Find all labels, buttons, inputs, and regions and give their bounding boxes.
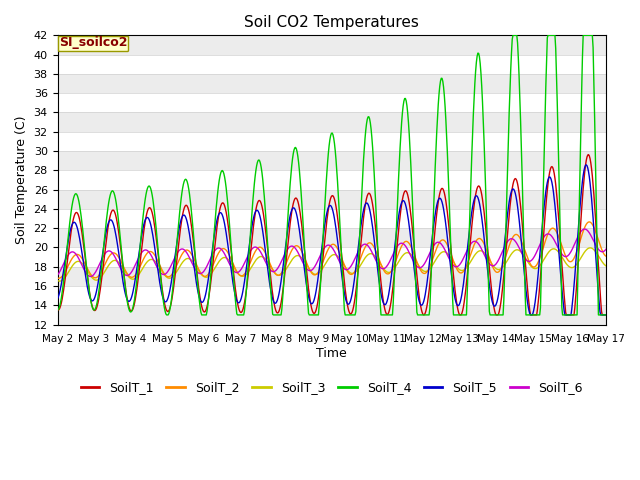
SoilT_3 (602, 263, 610, 269)
SoilT_2 (399, 240, 407, 246)
SoilT_5 (54, 296, 61, 301)
SoilT_5 (205, 275, 212, 280)
SoilT_2 (54, 275, 61, 281)
SoilT_2 (415, 264, 423, 270)
SoilT_4 (163, 312, 170, 318)
Line: SoilT_2: SoilT_2 (58, 222, 606, 278)
SoilT_1 (399, 197, 406, 203)
SoilT_6 (581, 226, 589, 232)
SoilT_1 (420, 312, 428, 318)
SoilT_2 (54, 276, 62, 281)
Bar (58, 305, 606, 324)
SoilT_2 (65, 263, 72, 269)
SoilT_6 (177, 247, 184, 252)
SoilT_4 (120, 272, 128, 277)
SoilT_3 (415, 264, 423, 269)
SoilT_5 (527, 312, 534, 318)
SoilT_6 (86, 274, 94, 279)
Bar (58, 74, 606, 93)
SoilT_5 (415, 295, 422, 301)
Bar (58, 36, 606, 55)
Bar (58, 151, 606, 170)
Bar (58, 228, 606, 247)
SoilT_6 (63, 253, 71, 259)
Y-axis label: Soil Temperature (C): Soil Temperature (C) (15, 116, 28, 244)
SoilT_4 (399, 103, 407, 109)
SoilT_3 (56, 278, 63, 284)
Line: SoilT_5: SoilT_5 (58, 165, 606, 315)
SoilT_4 (205, 288, 213, 294)
SoilT_5 (176, 223, 184, 229)
SoilT_5 (602, 312, 610, 318)
SoilT_1 (415, 287, 422, 293)
SoilT_1 (120, 273, 128, 278)
SoilT_1 (54, 307, 61, 313)
SoilT_3 (586, 245, 594, 251)
SoilT_4 (63, 241, 71, 247)
SoilT_1 (602, 312, 610, 318)
SoilT_5 (63, 242, 71, 248)
SoilT_6 (415, 265, 423, 271)
Title: Soil CO2 Temperatures: Soil CO2 Temperatures (244, 15, 419, 30)
Line: SoilT_6: SoilT_6 (58, 229, 606, 276)
SoilT_6 (399, 241, 407, 247)
SoilT_4 (415, 312, 423, 318)
SoilT_2 (602, 253, 610, 259)
SoilT_2 (121, 266, 129, 272)
SoilT_4 (509, 33, 517, 38)
SoilT_4 (54, 307, 61, 313)
Legend: SoilT_1, SoilT_2, SoilT_3, SoilT_4, SoilT_5, SoilT_6: SoilT_1, SoilT_2, SoilT_3, SoilT_4, Soil… (76, 376, 588, 399)
SoilT_4 (602, 312, 610, 318)
SoilT_6 (54, 272, 61, 278)
Line: SoilT_3: SoilT_3 (58, 248, 606, 281)
SoilT_1 (63, 257, 71, 263)
SoilT_1 (176, 233, 184, 239)
SoilT_6 (205, 258, 213, 264)
X-axis label: Time: Time (316, 347, 347, 360)
SoilT_3 (65, 270, 72, 276)
SoilT_1 (585, 152, 593, 157)
SoilT_4 (177, 203, 184, 208)
SoilT_3 (177, 263, 184, 268)
Bar (58, 112, 606, 132)
SoilT_5 (399, 198, 406, 204)
SoilT_2 (586, 219, 593, 225)
SoilT_2 (205, 270, 213, 276)
Bar (58, 190, 606, 209)
SoilT_1 (205, 296, 212, 301)
SoilT_3 (54, 277, 61, 283)
Line: SoilT_4: SoilT_4 (58, 36, 606, 315)
SoilT_5 (582, 162, 590, 168)
SoilT_6 (602, 246, 610, 252)
SoilT_5 (120, 284, 128, 290)
Bar (58, 267, 606, 286)
SoilT_3 (205, 273, 213, 278)
Line: SoilT_1: SoilT_1 (58, 155, 606, 315)
SoilT_2 (177, 254, 184, 260)
SoilT_3 (121, 268, 129, 274)
SoilT_3 (399, 252, 407, 258)
SoilT_6 (121, 272, 129, 277)
